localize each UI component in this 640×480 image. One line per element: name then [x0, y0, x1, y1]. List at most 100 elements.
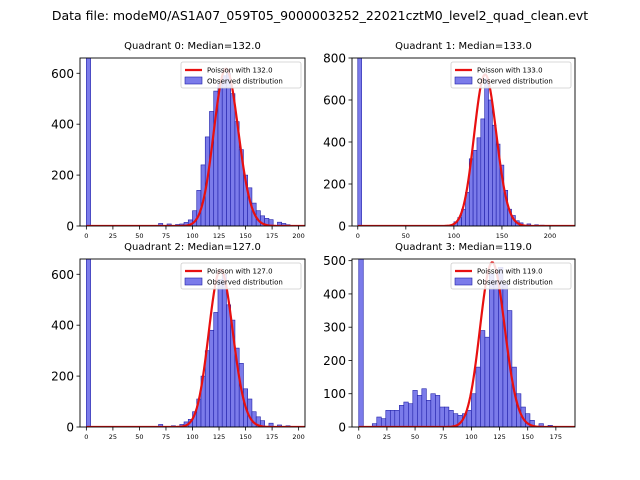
y-tick-label: 0 — [338, 421, 346, 435]
histogram-bar — [430, 393, 436, 427]
x-tick-label: 0 — [357, 433, 361, 441]
histogram-bar — [538, 423, 544, 427]
legend-box — [180, 262, 302, 290]
histogram-bars — [86, 58, 291, 226]
histogram-bar — [448, 410, 454, 427]
x-tick-label: 175 — [266, 433, 278, 441]
y-tick-label: 400 — [51, 319, 74, 333]
x-tick-label: 125 — [213, 232, 225, 240]
x-tick-label: 125 — [213, 433, 225, 441]
x-tick-label: 150 — [496, 232, 508, 240]
histogram-bar — [412, 390, 418, 427]
x-tick-label: 75 — [439, 433, 447, 441]
histogram-bar — [226, 72, 232, 226]
x-tick-label: 50 — [402, 232, 410, 240]
x-tick-label: 200 — [292, 232, 304, 240]
y-tick-label: 200 — [51, 169, 74, 183]
histogram-bar — [399, 405, 405, 427]
x-tick-label: 100 — [186, 433, 198, 441]
legend-bar-swatch — [184, 277, 203, 286]
histogram-bar — [484, 78, 489, 226]
histogram-bar — [86, 259, 91, 427]
histogram-bar — [493, 280, 499, 427]
histogram-bar — [217, 83, 223, 226]
histogram-bar — [226, 304, 232, 427]
histogram-bar — [466, 410, 472, 427]
y-tick-label: 0 — [338, 220, 346, 234]
subplot-title: Quadrant 1: Median=133.0 — [395, 41, 532, 52]
legend-label-poisson: Poisson with 133.0 — [477, 67, 543, 75]
x-tick-label: 175 — [550, 433, 562, 441]
subplot-title: Quadrant 3: Median=119.0 — [395, 242, 532, 253]
x-tick-label: 25 — [109, 232, 117, 240]
histogram-bar — [475, 366, 481, 427]
legend-box — [450, 262, 572, 290]
histogram-bar — [230, 93, 236, 226]
y-tick-label: 0 — [66, 220, 74, 234]
legend-label-observed: Observed distribution — [477, 279, 553, 287]
legend-label-observed: Observed distribution — [477, 78, 553, 86]
axes-frame — [351, 258, 576, 428]
y-tick-label: 200 — [51, 370, 74, 384]
x-tick-label: 100 — [186, 232, 198, 240]
y-tick-label: 300 — [323, 321, 346, 335]
histogram-bar — [221, 75, 227, 226]
y-tick-label: 600 — [51, 268, 74, 282]
y-tick-label: 200 — [323, 178, 346, 192]
legend-label-poisson: Poisson with 127.0 — [207, 268, 273, 276]
histogram-bar — [489, 273, 495, 427]
subplot-quadrant-2: Quadrant 2: Median=127.0 0 25 50 75 100 125 150… — [51, 242, 306, 441]
y-tick-label: 800 — [323, 52, 346, 66]
histogram-bar — [472, 150, 478, 226]
histogram-bars — [357, 58, 545, 226]
y-tick-label: 100 — [323, 387, 346, 401]
x-tick-label: 50 — [411, 433, 419, 441]
x-tick-label: 150 — [239, 232, 251, 240]
histogram-bar — [502, 283, 508, 427]
histogram-bar — [439, 406, 445, 427]
histogram-bar — [158, 424, 164, 427]
x-tick-label: 100 — [448, 232, 460, 240]
x-tick-label: 0 — [356, 232, 360, 240]
y-tick-label: 600 — [51, 67, 74, 81]
legend: Poisson with 133.0 Observed distribution — [450, 61, 572, 89]
x-tick-label: 25 — [383, 433, 391, 441]
histogram-bar — [484, 336, 490, 427]
y-tick-label: 400 — [323, 136, 346, 150]
subplot-title: Quadrant 0: Median=132.0 — [124, 41, 261, 52]
legend: Poisson with 132.0 Observed distribution — [180, 61, 302, 89]
histogram-bar — [376, 416, 382, 427]
legend-bar-swatch — [454, 76, 473, 85]
y-tick-label: 400 — [323, 287, 346, 301]
y-tick-label: 0 — [66, 421, 74, 435]
legend-label-poisson: Poisson with 132.0 — [207, 67, 273, 75]
legend-label-poisson: Poisson with 119.0 — [477, 268, 543, 276]
x-tick-label: 200 — [544, 232, 556, 240]
x-tick-label: 25 — [109, 433, 117, 441]
histogram-bar — [389, 410, 396, 427]
poisson-curve — [86, 67, 305, 226]
subplot-quadrant-1: Quadrant 1: Median=133.0 0 50 100 150 200 0 200… — [323, 41, 576, 240]
histogram-bar — [426, 400, 432, 427]
histogram-bar — [358, 259, 364, 427]
x-tick-label: 175 — [266, 232, 278, 240]
histogram-bar — [488, 99, 493, 226]
x-tick-label: 50 — [135, 232, 143, 240]
figure-title: Data file: modeM0/AS1A07_059T05_90000032… — [52, 8, 588, 23]
subplot-quadrant-3: Quadrant 3: Median=119.0 0 25 50 75 100 125 150… — [323, 242, 576, 441]
histogram-bar — [213, 312, 219, 427]
y-tick-label: 400 — [51, 118, 74, 132]
x-tick-label: 100 — [465, 433, 477, 441]
x-tick-label: 150 — [521, 433, 533, 441]
subplot-grid: Quadrant 0: Median=132.0 0 25 50 75 100 125 150… — [51, 41, 576, 441]
histogram-bar — [480, 330, 486, 427]
histogram-bar — [421, 388, 427, 427]
histogram-bar — [385, 410, 391, 427]
subplot-title: Quadrant 2: Median=127.0 — [124, 242, 261, 253]
histogram-bar — [444, 406, 450, 427]
histogram-bar — [403, 401, 409, 427]
histogram-bar — [476, 137, 482, 226]
poisson-curve — [86, 268, 305, 427]
legend: Poisson with 119.0 Observed distribution — [450, 262, 572, 290]
legend-box — [450, 61, 572, 89]
